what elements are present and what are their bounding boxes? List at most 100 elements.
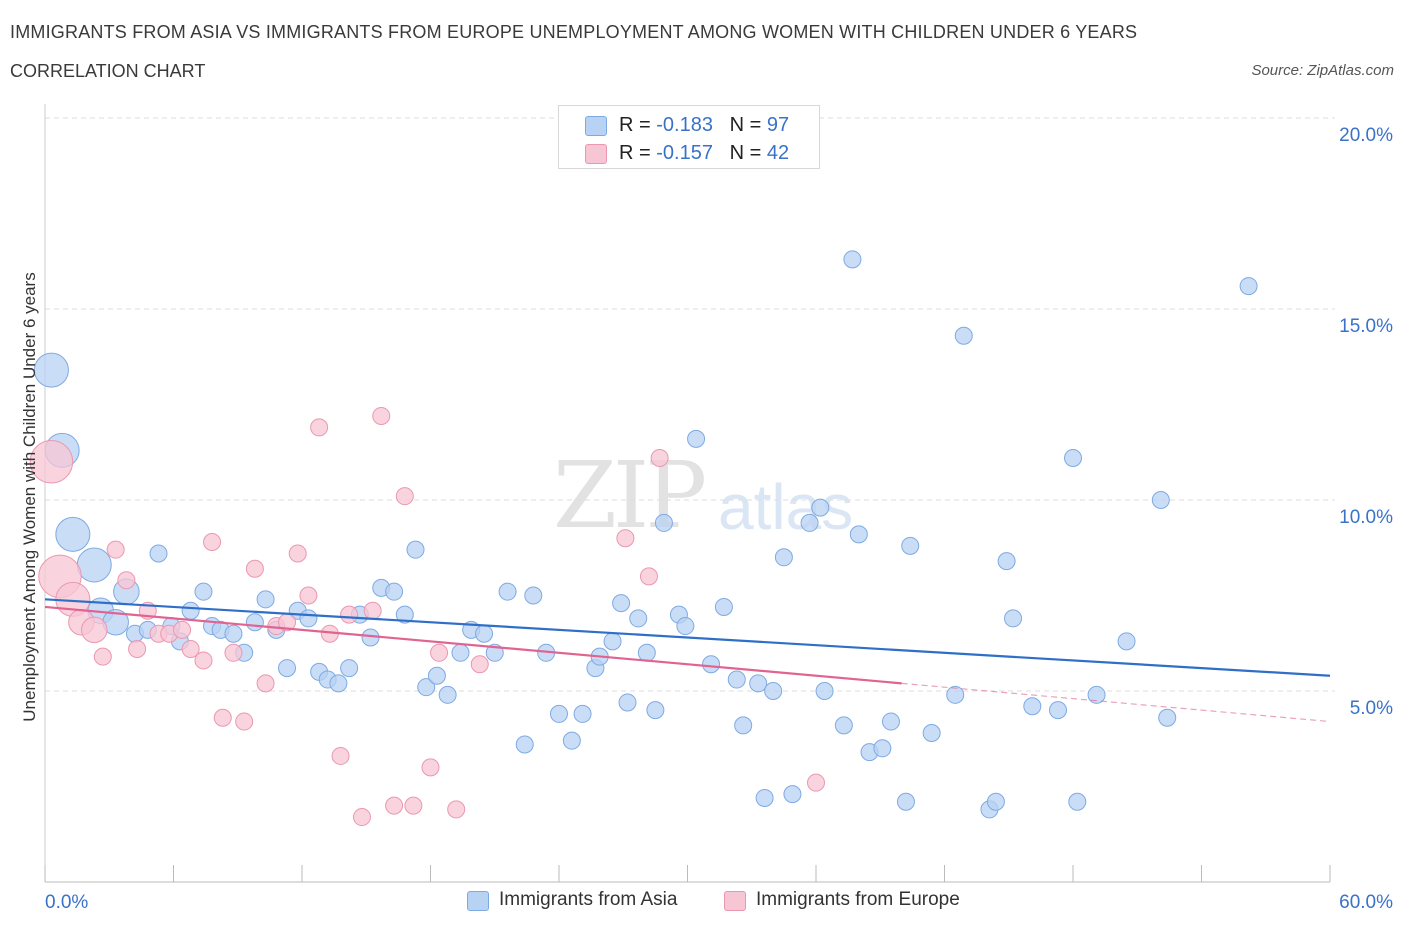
data-point-europe [363,601,382,620]
data-point-asia [427,666,446,685]
x-tick-label-min: 0.0% [45,892,88,913]
data-point-europe [639,567,658,586]
data-point-asia [783,785,802,804]
data-point-asia [76,547,112,583]
data-point-europe [372,406,391,425]
data-point-asia [834,716,853,735]
data-point-europe [128,639,147,658]
bottom-legend-label-asia: Immigrants from Asia [499,889,678,910]
data-point-asia [224,624,243,643]
data-point-asia [55,516,91,552]
data-point-asia [612,594,631,613]
legend-r-value-asia: -0.183 [656,114,713,136]
x-tick-label-max: 60.0% [1339,892,1393,913]
legend-r-label: R = [619,114,657,136]
data-point-asia [573,704,592,723]
data-point-asia [33,352,69,388]
data-point-asia [1151,491,1170,509]
data-point-asia [1004,609,1023,628]
data-point-asia [873,739,892,758]
data-point-europe [245,559,264,578]
data-point-europe [616,529,635,548]
data-point-asia [256,590,275,609]
data-point-europe [181,639,200,658]
data-point-europe [404,796,423,815]
data-point-europe [470,655,489,674]
data-point-asia [714,597,733,616]
data-point-asia [764,682,783,700]
data-point-asia [881,712,900,731]
data-point-asia [1049,701,1068,720]
data-point-asia [1068,792,1087,811]
data-point-europe [213,708,232,727]
data-point-asia [438,685,457,704]
data-point-europe [29,440,74,484]
legend-n-label: N = [729,142,767,164]
trend-line-europe [44,605,902,685]
data-point-europe [106,540,125,559]
y-tick-label: 20.0% [1339,125,1393,146]
data-point-asia [654,513,673,532]
data-point-asia [385,582,404,601]
data-point-europe [310,418,329,437]
data-point-asia [755,788,774,807]
data-point-europe [81,616,108,644]
data-point-asia [515,735,534,754]
legend-n-value-asia: 97 [766,114,790,136]
data-point-europe [395,487,414,506]
data-point-asia [181,601,200,620]
data-point-asia [406,540,425,559]
data-point-asia [749,674,768,693]
data-point-asia [727,670,746,689]
data-point-asia [1117,632,1136,651]
data-point-europe [447,800,466,819]
data-point-europe [807,773,825,792]
data-point-asia [800,513,819,532]
data-point-asia [395,605,414,624]
data-point-europe [385,796,404,815]
data-point-asia [896,792,915,811]
bottom-legend-label-europe: Immigrants from Europe [756,889,960,910]
data-point-asia [687,429,706,448]
data-point-europe [331,746,350,765]
y-tick-label: 15.0% [1339,316,1393,337]
data-point-europe [173,620,192,639]
chart-title: IMMIGRANTS FROM ASIA VS IMMIGRANTS FROM … [10,22,1138,42]
trend-line-asia [44,598,1331,677]
source-label: Source: ZipAtlas.com [1251,62,1394,79]
data-point-europe [117,571,136,590]
data-point-asia [550,704,568,723]
legend-r-value-europe: -0.157 [656,142,713,164]
data-point-europe [352,808,371,827]
data-point-asia [946,685,965,704]
data-point-asia [1087,685,1106,704]
data-point-asia [629,609,648,628]
data-point-europe [235,712,254,731]
data-point-europe [299,586,318,605]
data-point-asia [451,643,470,662]
data-point-asia [245,613,264,632]
data-point-europe [430,643,449,662]
y-tick-label: 10.0% [1339,507,1393,528]
data-point-asia [340,659,359,678]
chart-subtitle: CORRELATION CHART [10,61,206,81]
data-point-asia [843,250,862,269]
data-point-asia [1023,697,1042,716]
watermark-atlas: atlas [718,471,854,543]
legend-n-label: N = [729,114,767,136]
data-point-asia [637,643,656,662]
data-point-asia [774,548,793,567]
data-point-europe [224,643,243,662]
data-point-asia [997,552,1016,571]
data-point-asia [676,617,695,636]
data-point-asia [1158,708,1177,727]
legend-swatch-europe [585,144,607,164]
data-point-asia [603,632,622,651]
data-point-asia [901,536,920,555]
bottom-legend-swatch-asia [467,891,489,911]
data-point-asia [278,659,297,678]
legend-n-value-europe: 42 [766,142,790,164]
data-point-europe [288,544,307,563]
data-point-europe [203,533,222,552]
